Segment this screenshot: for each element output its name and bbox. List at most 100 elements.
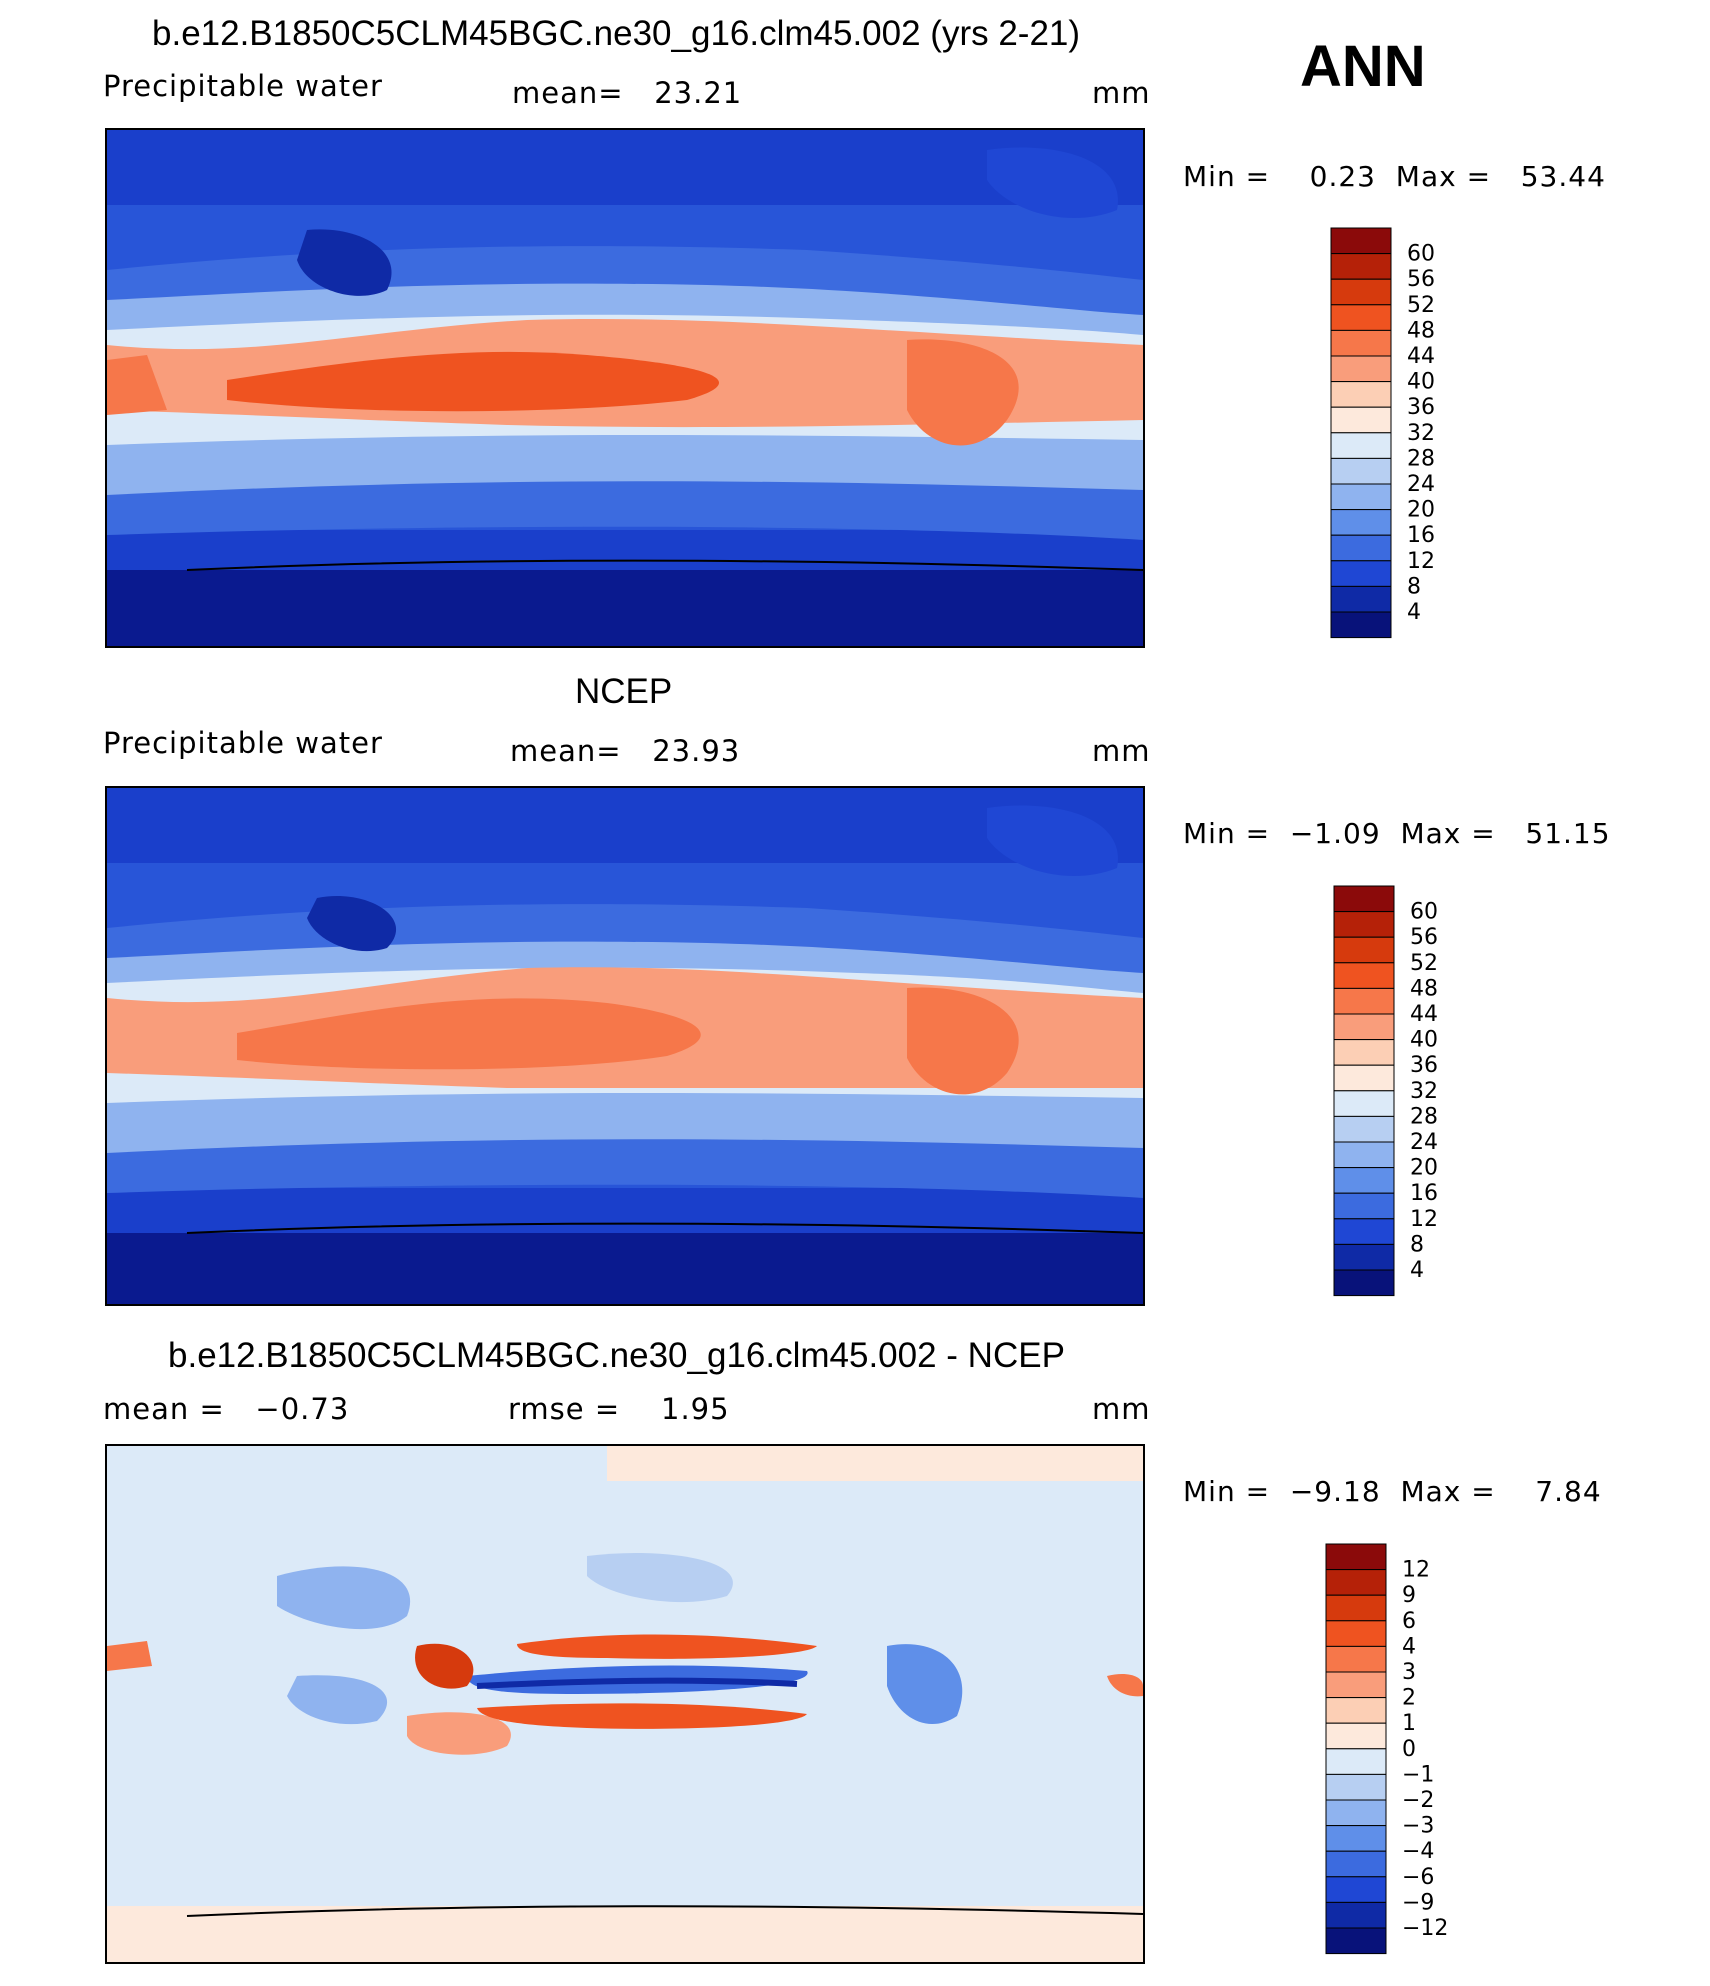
colorbar-block: [1333, 1039, 1395, 1066]
colorbar-tick-label: 3: [1402, 1660, 1416, 1685]
colorbar-tick-label: 52: [1407, 293, 1435, 318]
colorbar-tick-label: 48: [1410, 976, 1438, 1001]
colorbar-tick-label: 4: [1402, 1634, 1416, 1659]
panel-model-min-max: Min = 0.23 Max = 53.44: [1183, 160, 1606, 193]
colorbar-block: [1325, 1799, 1387, 1827]
colorbar-block: [1333, 1064, 1395, 1092]
colorbar-block: [1333, 962, 1395, 989]
colorbar-block: [1333, 1141, 1395, 1169]
panel-model-mean-label: mean= 23.21: [512, 76, 743, 110]
colorbar-block: [1325, 1722, 1387, 1750]
colorbar-tick-label: 1: [1402, 1711, 1416, 1736]
colorbar-tick-label: −1: [1402, 1762, 1434, 1787]
panel-diff-title: b.e12.B1850C5CLM45BGC.ne30_g16.clm45.002…: [168, 1336, 1065, 1375]
colorbar-block: [1333, 936, 1395, 964]
panel-obs-variable-label: Precipitable water: [103, 726, 383, 760]
colorbar-block: [1325, 1569, 1387, 1596]
colorbar-block: [1330, 278, 1392, 306]
colorbar-block: [1333, 911, 1395, 938]
colorbar-block: [1333, 987, 1395, 1015]
colorbar-block: [1330, 611, 1392, 639]
colorbar-tick-label: −12: [1402, 1916, 1448, 1941]
panel-diff-min-max: Min = −9.18 Max = 7.84: [1183, 1475, 1602, 1508]
colorbar-block: [1333, 885, 1395, 913]
colorbar-tick-label: 60: [1407, 242, 1435, 267]
colorbar-tick-label: 32: [1410, 1079, 1438, 1104]
panel-obs-colorbar: 60 56 52 48 44 40 36 32 28 24 20 16 12 8 4: [1333, 885, 1454, 1302]
colorbar-tick-label: 56: [1407, 267, 1435, 292]
season-label: ANN: [1300, 34, 1426, 99]
colorbar-tick-label: 44: [1407, 344, 1435, 369]
colorbar-tick-label: 28: [1410, 1104, 1438, 1129]
colorbar-block: [1325, 1927, 1387, 1955]
colorbar-block: [1330, 483, 1392, 511]
colorbar-block: [1325, 1773, 1387, 1801]
colorbar-block: [1330, 560, 1392, 587]
colorbar-tick-label: 56: [1410, 925, 1438, 950]
colorbar-block: [1333, 1013, 1395, 1041]
colorbar-tick-label: −6: [1402, 1865, 1434, 1890]
colorbar-tick-label: −2: [1402, 1788, 1434, 1813]
colorbar-block: [1330, 432, 1392, 459]
colorbar-tick-label: 48: [1407, 318, 1435, 343]
colorbar-block: [1333, 1218, 1395, 1245]
panel-obs-units-label: mm: [1092, 734, 1151, 768]
panel-diff-map: [105, 1444, 1145, 1964]
colorbar-tick-label: 12: [1410, 1207, 1438, 1232]
colorbar-tick-label: 8: [1410, 1232, 1424, 1257]
colorbar-tick-label: −3: [1402, 1814, 1434, 1839]
colorbar-block: [1333, 1192, 1395, 1220]
panel-model-colorbar: 60 56 52 48 44 40 36 32 28 24 20 16 12 8 4: [1330, 227, 1451, 644]
colorbar-tick-label: 8: [1407, 574, 1421, 599]
colorbar-block: [1330, 355, 1392, 383]
colorbar-tick-label: 12: [1402, 1558, 1430, 1583]
colorbar-block: [1330, 534, 1392, 562]
panel-obs-title: NCEP: [575, 672, 673, 711]
colorbar-block: [1333, 1167, 1395, 1194]
colorbar-tick-label: 40: [1410, 1028, 1438, 1053]
colorbar-block: [1333, 1115, 1395, 1143]
panel-model-units-label: mm: [1092, 76, 1151, 110]
panel-model-map-field: [107, 130, 1143, 646]
colorbar-block: [1325, 1850, 1387, 1878]
colorbar-block: [1325, 1748, 1387, 1775]
colorbar-block: [1333, 1269, 1395, 1297]
colorbar-tick-label: 40: [1407, 370, 1435, 395]
colorbar-block: [1330, 381, 1392, 408]
colorbar-block: [1330, 457, 1392, 485]
colorbar-tick-label: 4: [1407, 600, 1421, 625]
colorbar-block: [1325, 1901, 1387, 1929]
panel-diff-units-label: mm: [1092, 1392, 1151, 1426]
colorbar-block: [1330, 509, 1392, 536]
panel-obs-map: [105, 786, 1145, 1306]
colorbar-tick-label: 60: [1410, 900, 1438, 925]
colorbar-block: [1325, 1697, 1387, 1724]
panel-diff-map-field: [107, 1446, 1143, 1962]
colorbar-tick-label: 16: [1407, 523, 1435, 548]
panel-obs-min-max: Min = −1.09 Max = 51.15: [1183, 817, 1611, 850]
colorbar-tick-label: 44: [1410, 1002, 1438, 1027]
panel-obs-mean-label: mean= 23.93: [510, 734, 741, 768]
colorbar-block: [1330, 227, 1392, 255]
colorbar-block: [1330, 585, 1392, 613]
colorbar-tick-label: 4: [1410, 1258, 1424, 1283]
colorbar-tick-label: 52: [1410, 951, 1438, 976]
colorbar-block: [1333, 1243, 1395, 1271]
panel-diff-colorbar: 12 9 6 4 3 2 1 0 −1 −2 −3 −4 −6 −9 −12: [1325, 1543, 1456, 1960]
colorbar-tick-label: 9: [1402, 1583, 1416, 1608]
colorbar-tick-label: 20: [1407, 498, 1435, 523]
colorbar-block: [1325, 1876, 1387, 1903]
colorbar-block: [1330, 253, 1392, 280]
colorbar-block: [1325, 1594, 1387, 1622]
colorbar-block: [1325, 1620, 1387, 1647]
colorbar-tick-label: 12: [1407, 549, 1435, 574]
panel-diff-mean-label: mean = −0.73: [103, 1392, 350, 1426]
colorbar-tick-label: −9: [1402, 1890, 1434, 1915]
colorbar-block: [1325, 1645, 1387, 1673]
colorbar-tick-label: 0: [1402, 1737, 1416, 1762]
colorbar-block: [1325, 1825, 1387, 1852]
colorbar-block: [1325, 1543, 1387, 1571]
colorbar-block: [1330, 304, 1392, 331]
colorbar-tick-label: 16: [1410, 1181, 1438, 1206]
